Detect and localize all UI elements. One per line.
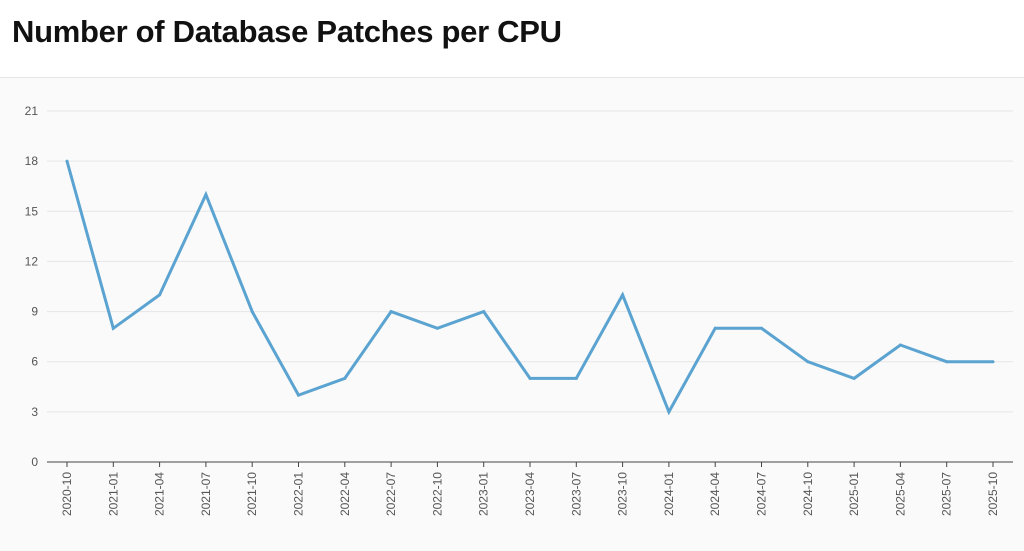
- y-tick-label: 0: [31, 455, 38, 469]
- data-point: [250, 310, 254, 314]
- x-tick-label: 2025-01: [847, 472, 861, 516]
- x-tick-label: 2021-10: [245, 472, 259, 516]
- y-tick-label: 12: [25, 254, 39, 268]
- x-tick-label: 2025-07: [940, 472, 954, 516]
- x-tick-label: 2023-07: [569, 472, 583, 516]
- x-tick-label: 2022-04: [338, 472, 352, 516]
- chart-title: Number of Database Patches per CPU: [12, 14, 562, 49]
- data-point: [713, 326, 717, 330]
- data-point: [528, 376, 532, 380]
- x-tick-label: 2024-04: [708, 472, 722, 516]
- data-point: [204, 193, 208, 197]
- x-tick-label: 2023-04: [523, 472, 537, 516]
- data-point: [111, 326, 115, 330]
- data-point: [435, 326, 439, 330]
- x-tick-label: 2022-01: [292, 472, 306, 516]
- data-point: [574, 376, 578, 380]
- data-point: [297, 393, 300, 397]
- data-point: [65, 159, 69, 163]
- data-point: [945, 360, 949, 364]
- y-tick-label: 18: [25, 154, 39, 168]
- data-point: [343, 376, 347, 380]
- data-point: [389, 310, 393, 314]
- x-tick-label: 2021-07: [199, 472, 213, 516]
- x-tick-label: 2025-10: [986, 472, 1000, 516]
- chart-area: 0 3 6 9 12 15 18 21 2020-10 2021-01 2021-04 2021-07…: [0, 78, 1024, 551]
- data-point: [158, 293, 162, 297]
- y-tick-label: 9: [31, 305, 38, 319]
- data-point: [667, 410, 671, 414]
- x-tick-label: 2023-01: [477, 472, 491, 516]
- data-point: [760, 326, 763, 330]
- y-tick-label: 6: [31, 355, 38, 369]
- y-tick-label: 3: [31, 405, 38, 419]
- x-tick-label: 2024-01: [662, 472, 676, 516]
- data-point: [806, 360, 810, 364]
- x-tick-label: 2023-10: [616, 472, 630, 516]
- x-tick-label: 2021-01: [106, 472, 120, 516]
- x-tick-label: 2024-10: [801, 472, 815, 516]
- x-tick-label: 2022-07: [384, 472, 398, 516]
- data-point: [482, 310, 486, 314]
- data-point: [991, 360, 995, 364]
- y-tick-label: 21: [25, 104, 39, 118]
- y-tick-label: 15: [25, 204, 39, 218]
- data-point: [898, 343, 902, 347]
- chart-header: Number of Database Patches per CPU: [0, 0, 1024, 78]
- x-tick-label: 2021-04: [153, 472, 167, 516]
- x-tick-label: 2024-07: [755, 472, 769, 516]
- series-line: [65, 160, 993, 416]
- x-tick-label: 2025-04: [893, 472, 907, 516]
- x-tick-label: 2020-10: [60, 472, 74, 516]
- data-point: [621, 293, 625, 297]
- data-point: [852, 376, 856, 380]
- x-tick-label: 2022-10: [430, 472, 444, 516]
- line-chart: 0 3 6 9 12 15 18 21 2020-10 2021-01 2021-04 2021-07…: [25, 104, 1013, 516]
